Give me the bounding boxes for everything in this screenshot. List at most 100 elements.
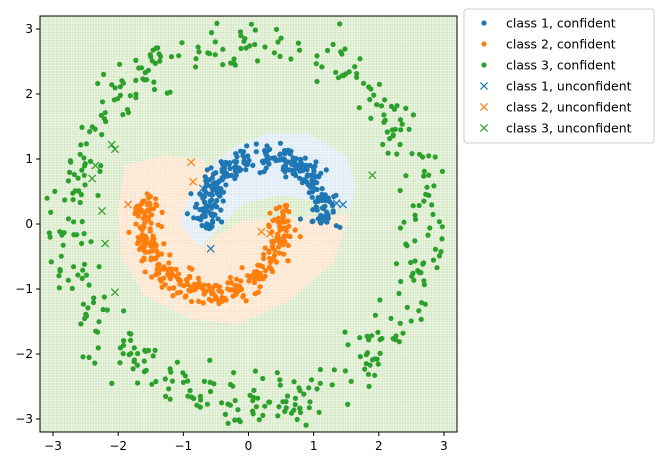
- point-class-3-confident: [403, 173, 409, 179]
- point-class-3-confident: [354, 71, 360, 77]
- point-class-3-confident: [398, 278, 404, 285]
- point-class-1-confident: [184, 211, 190, 217]
- point-class-3-confident: [291, 407, 297, 413]
- point-class-3-confident: [98, 112, 104, 118]
- legend-marker: [479, 81, 489, 91]
- point-class-3-unconfident: [110, 145, 119, 154]
- point-class-2-confident: [216, 288, 222, 294]
- point-class-3-confident: [410, 112, 416, 118]
- legend-marker: [481, 20, 487, 26]
- point-class-2-confident: [280, 209, 286, 215]
- point-class-3-confident: [228, 60, 234, 66]
- point-class-2-confident: [286, 209, 292, 215]
- point-class-3-confident: [284, 393, 291, 399]
- point-class-1-confident: [209, 197, 215, 203]
- point-class-2-unconfident: [257, 227, 266, 236]
- point-class-3-confident: [374, 102, 380, 108]
- point-class-2-confident: [206, 296, 212, 302]
- point-class-3-confident: [436, 253, 443, 259]
- point-class-3-confident: [382, 117, 388, 123]
- point-class-3-confident: [252, 368, 258, 374]
- point-class-3-confident: [274, 370, 280, 376]
- point-class-1-confident: [306, 172, 312, 179]
- point-class-3-confident: [410, 270, 416, 276]
- point-class-3-confident: [79, 167, 85, 173]
- point-class-3-confident: [377, 297, 383, 303]
- point-class-1-confident: [319, 186, 325, 192]
- x-tick-label: 1: [310, 439, 318, 453]
- point-class-3-unconfident: [107, 140, 116, 149]
- point-class-1-confident: [244, 143, 250, 149]
- point-class-3-confident: [100, 306, 106, 313]
- point-class-3-confident: [339, 51, 345, 57]
- point-class-1-confident: [231, 158, 238, 165]
- point-class-3-confident: [377, 337, 383, 343]
- point-class-3-unconfident: [91, 161, 100, 170]
- point-class-2-confident: [166, 260, 172, 266]
- point-class-2-confident: [150, 233, 156, 239]
- point-class-3-confident: [360, 80, 367, 86]
- point-class-1-unconfident: [338, 200, 348, 209]
- point-class-3-confident: [365, 350, 371, 356]
- point-class-1-confident: [241, 160, 247, 166]
- point-class-2-confident: [140, 241, 147, 247]
- point-class-2-confident: [201, 291, 207, 297]
- point-class-3-confident: [331, 367, 337, 373]
- point-class-3-confident: [313, 61, 319, 67]
- point-class-1-confident: [283, 164, 289, 170]
- point-class-3-confident: [231, 56, 237, 62]
- point-class-1-confident: [203, 202, 209, 208]
- point-class-3-confident: [187, 388, 193, 394]
- point-class-2-confident: [200, 300, 206, 306]
- point-class-2-confident: [189, 266, 195, 272]
- point-class-3-confident: [147, 52, 153, 58]
- point-class-3-confident: [168, 54, 175, 60]
- point-class-3-confident: [121, 338, 127, 344]
- point-class-3-confident: [71, 232, 77, 238]
- point-class-3-unconfident: [101, 239, 110, 248]
- point-class-3-confident: [174, 359, 180, 365]
- point-class-3-confident: [377, 350, 383, 356]
- point-class-2-confident: [261, 255, 267, 262]
- point-class-3-unconfident: [97, 206, 106, 216]
- point-class-3-confident: [135, 380, 141, 386]
- point-class-3-confident: [95, 329, 101, 335]
- point-class-1-confident: [228, 172, 234, 178]
- x-tick-label: −1: [174, 439, 192, 453]
- point-class-1-confident: [208, 192, 214, 198]
- point-class-3-confident: [56, 285, 62, 291]
- point-class-3-confident: [201, 378, 207, 384]
- point-class-3-confident: [425, 232, 431, 238]
- point-class-2-confident: [277, 227, 283, 233]
- y-tick-label: 2: [25, 87, 33, 101]
- point-class-3-confident: [98, 163, 104, 169]
- point-class-3-confident: [99, 132, 105, 138]
- point-class-3-confident: [231, 370, 237, 376]
- point-class-2-confident: [166, 285, 172, 292]
- point-class-3-confident: [80, 267, 86, 273]
- point-class-2-confident: [207, 285, 213, 291]
- point-class-3-confident: [60, 242, 66, 248]
- point-class-3-confident: [387, 136, 393, 142]
- point-class-3-confident: [372, 372, 378, 378]
- point-class-3-confident: [79, 124, 85, 130]
- point-class-3-confident: [69, 285, 75, 291]
- point-class-1-confident: [318, 170, 324, 176]
- point-class-3-confident: [306, 405, 312, 411]
- point-class-1-confident: [209, 175, 215, 181]
- point-class-3-confident: [236, 417, 242, 423]
- point-class-3-confident: [235, 407, 241, 413]
- point-class-3-confident: [76, 188, 82, 194]
- point-class-2-confident: [140, 223, 146, 229]
- point-class-2-confident: [161, 264, 167, 270]
- point-class-3-confident: [396, 339, 402, 345]
- point-class-2-confident: [276, 250, 282, 256]
- legend-box: [463, 8, 655, 144]
- point-class-2-confident: [284, 202, 290, 209]
- point-class-2-confident: [161, 241, 167, 247]
- y-tick-label: 3: [25, 22, 33, 36]
- point-class-3-confident: [193, 56, 199, 62]
- point-class-3-confident: [294, 416, 300, 423]
- point-class-2-confident: [196, 298, 202, 304]
- point-class-1-confident: [297, 168, 303, 174]
